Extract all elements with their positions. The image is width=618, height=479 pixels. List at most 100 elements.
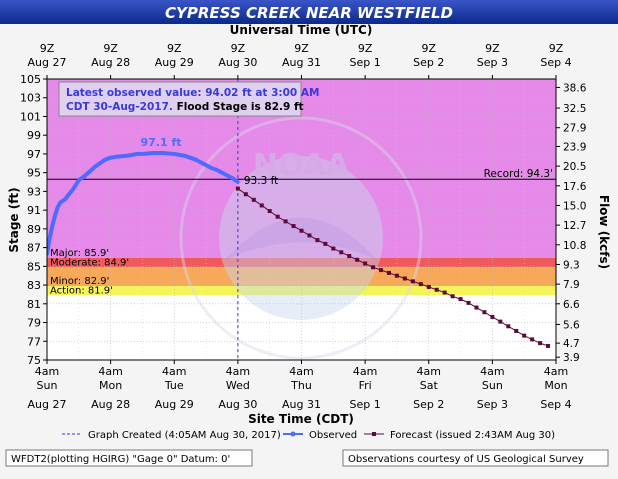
- top-tick-date: Aug 31: [282, 56, 321, 69]
- bottom-tick-time: 4am: [162, 365, 186, 378]
- observed-point: [87, 170, 92, 174]
- forecast-point: [347, 254, 352, 259]
- legend-observed: Observed: [309, 430, 357, 441]
- y-tick-label: 75: [27, 354, 41, 367]
- top-tick-time: 9Z: [294, 42, 309, 55]
- observed-point: [209, 166, 213, 170]
- forecast-point: [275, 214, 280, 219]
- observed-point: [225, 173, 229, 178]
- forecast-point: [315, 238, 320, 243]
- bottom-tick-date: Sep 2: [413, 398, 444, 411]
- right-tick-label: 15.0: [563, 200, 586, 212]
- forecast-point: [291, 224, 296, 229]
- forecast-point: [363, 261, 368, 266]
- info-line-1: Latest observed value: 94.02 ft at 3:00 …: [66, 87, 319, 99]
- bottom-tick-date: Aug 30: [218, 398, 257, 411]
- right-tick-label: 5.6: [563, 319, 580, 331]
- forecast-point: [283, 219, 288, 224]
- legend-forecast: Forecast (issued 2:43AM Aug 30): [390, 430, 555, 441]
- legend-forecast-marker: [372, 432, 376, 436]
- bottom-tick-time: 4am: [417, 365, 441, 378]
- bottom-tick-time: 4am: [353, 365, 377, 378]
- y-tick-label: 89: [27, 223, 41, 236]
- top-tick-time: 9Z: [231, 42, 246, 55]
- observed-point: [151, 151, 155, 155]
- title-banner: [0, 0, 618, 24]
- right-tick-label: 3.9: [563, 352, 580, 364]
- observed-point: [135, 152, 139, 156]
- footer-left-box: [5, 449, 253, 467]
- observed-point: [66, 193, 70, 197]
- observed-point: [177, 153, 182, 157]
- y-axis-title: Stage (ft): [7, 187, 21, 252]
- forecast-point: [506, 324, 511, 329]
- right-axis-title: Flow (kcfs): [597, 195, 611, 269]
- bottom-tick-day: Sun: [482, 379, 503, 392]
- flood-label-action: Action: 81.9': [50, 285, 113, 296]
- y-tick-label: 83: [27, 279, 41, 292]
- forecast-point: [386, 270, 391, 275]
- forecast-point: [538, 341, 543, 346]
- forecast-point: [442, 290, 447, 295]
- bottom-tick-day: Mon: [99, 379, 122, 392]
- right-tick-label: 7.9: [563, 279, 580, 291]
- info-line-2b: Flood Stage is 82.9 ft: [177, 101, 304, 113]
- right-tick-label: 23.9: [563, 141, 586, 153]
- forecast-point: [458, 297, 463, 302]
- observed-point: [124, 154, 129, 158]
- observed-point: [215, 168, 219, 172]
- forecast-point: [498, 319, 503, 324]
- svg-text:CDT 30-Aug-2017. Flood Stage i: CDT 30-Aug-2017. Flood Stage is 82.9 ft: [66, 101, 304, 113]
- top-tick-date: Sep 1: [350, 56, 381, 69]
- y-tick-label: 87: [27, 242, 41, 255]
- bottom-tick-time: 4am: [35, 365, 59, 378]
- top-tick-time: 9Z: [358, 42, 373, 55]
- right-tick-label: 4.7: [563, 338, 580, 350]
- right-tick-label: 27.9: [563, 123, 586, 135]
- bottom-tick-date: Aug 27: [28, 398, 67, 411]
- observed-point: [93, 165, 97, 169]
- forecast-point: [434, 287, 439, 292]
- observed-point: [172, 152, 176, 156]
- forecast-point: [410, 279, 415, 284]
- forecast-point: [474, 305, 479, 310]
- bottom-tick-time: 4am: [289, 365, 313, 378]
- right-tick-label: 9.3: [563, 259, 580, 271]
- bottom-tick-date: Aug 29: [155, 398, 194, 411]
- record-label: Record: 94.3': [484, 168, 553, 180]
- observed-point: [193, 157, 198, 162]
- y-tick-label: 97: [27, 148, 41, 161]
- y-tick-label: 77: [27, 335, 41, 348]
- observed-point: [162, 151, 166, 155]
- forecast-point: [530, 337, 535, 342]
- top-tick-date: Sep 4: [540, 56, 571, 69]
- observed-point: [140, 152, 145, 156]
- bottom-tick-day: Sun: [37, 379, 58, 392]
- forecast-point: [331, 246, 336, 251]
- bottom-tick-time: 4am: [98, 365, 122, 378]
- bottom-tick-time: 4am: [544, 365, 568, 378]
- legend-observed-marker: [290, 431, 296, 437]
- observed-point: [220, 171, 224, 175]
- last-obs-label: 93.3 ft: [244, 175, 278, 187]
- right-tick-label: 6.6: [563, 299, 580, 311]
- top-tick-date: Aug 28: [91, 56, 130, 69]
- chart-title: CYPRESS CREEK NEAR WESTFIELD: [165, 4, 453, 22]
- forecast-point: [251, 197, 256, 202]
- forecast-point: [339, 250, 344, 255]
- top-tick-date: Sep 2: [413, 56, 444, 69]
- annotations: Major: 85.9'Moderate: 84.9' Minor: 82.9'A…: [47, 79, 556, 360]
- footer-right-box: [342, 449, 609, 467]
- bottom-axis-title: Site Time (CDT): [248, 412, 354, 426]
- observed-point: [183, 154, 187, 158]
- y-tick-label: 105: [20, 73, 41, 86]
- observed-point: [98, 161, 102, 165]
- noaa-watermark: NOAA: [179, 116, 423, 360]
- band-action: [47, 286, 556, 296]
- forecast-point: [371, 265, 376, 270]
- y-tick-label: 91: [27, 204, 41, 217]
- top-tick-date: Sep 3: [477, 56, 508, 69]
- observed-point: [50, 224, 54, 228]
- top-axis-title: Universal Time (UTC): [230, 23, 373, 37]
